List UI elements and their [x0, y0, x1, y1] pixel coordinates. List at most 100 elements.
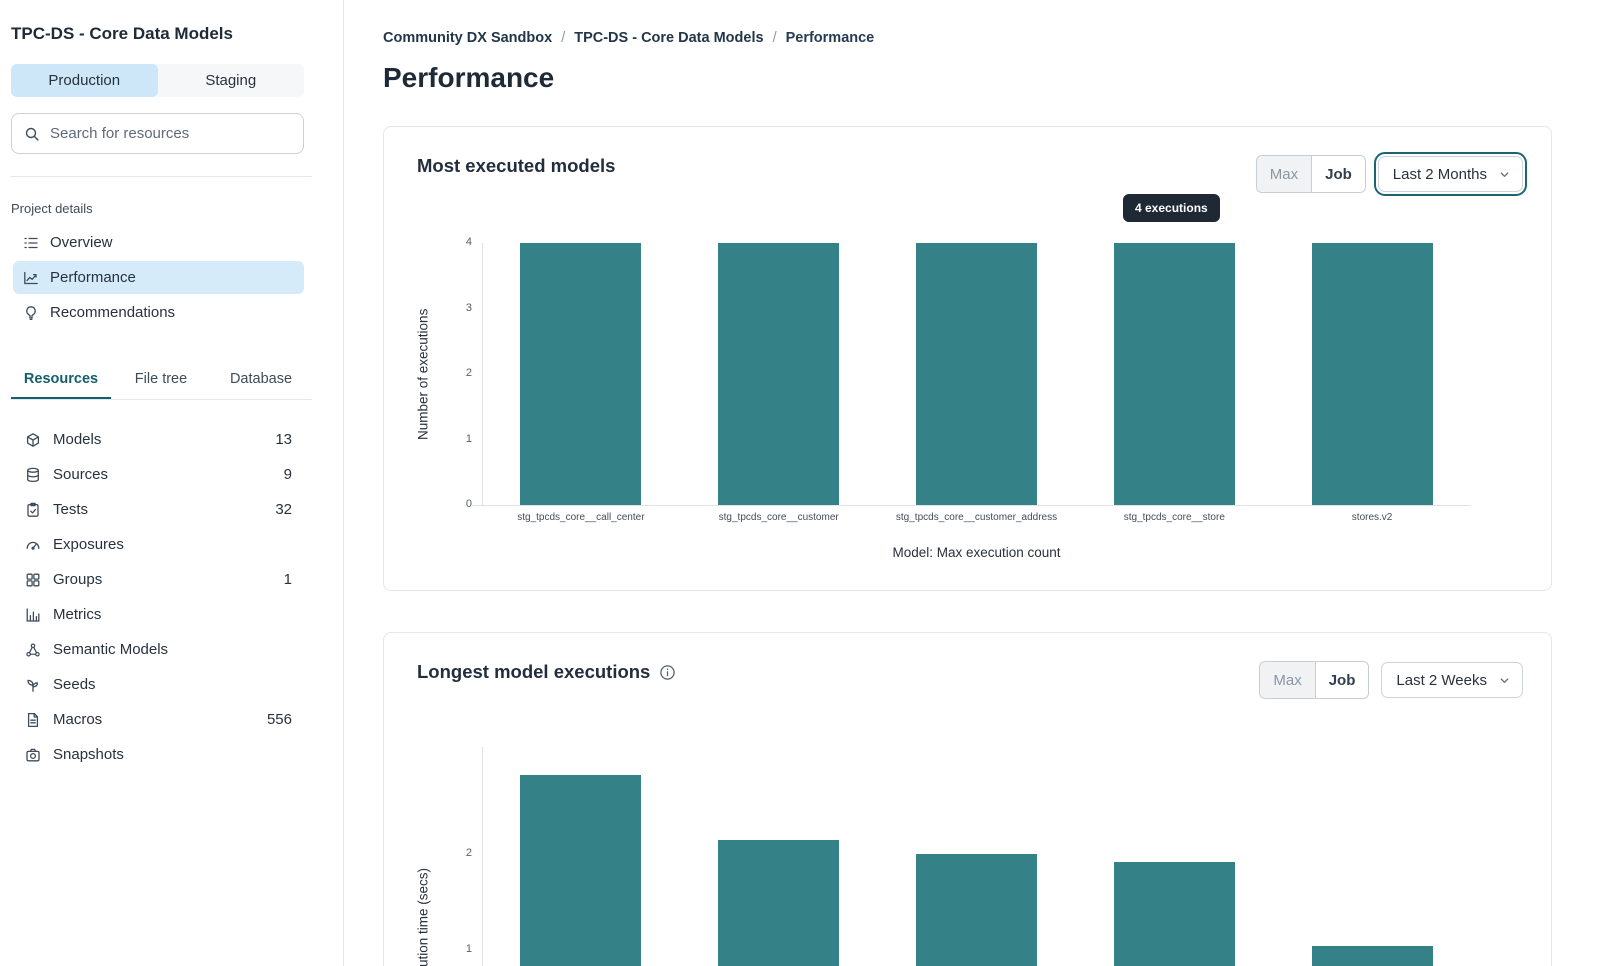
resource-row-metrics[interactable]: Metrics [11, 597, 304, 632]
bar-series-4[interactable] [1311, 945, 1433, 966]
bar-stg_tpcds_core__call_center[interactable] [520, 243, 642, 505]
bar-stores.v2[interactable] [1311, 243, 1433, 505]
bar-stg_tpcds_core__customer_address[interactable] [916, 243, 1037, 505]
chart-tooltip: 4 executions [1123, 194, 1220, 222]
longest-model-executions-card: Longest model executions Max Job Last 2 … [383, 632, 1552, 966]
max-button[interactable]: Max [1260, 662, 1316, 698]
bar-series-2[interactable] [916, 854, 1037, 966]
resource-row-macros[interactable]: Macros 556 [11, 702, 304, 737]
x-axis-line [472, 505, 1471, 506]
time-range-value: Last 2 Weeks [1396, 671, 1487, 689]
resource-label: Metrics [53, 606, 102, 623]
y-tick-label: 1 [465, 432, 472, 445]
sprout-icon [25, 677, 41, 693]
bar-series-0[interactable] [520, 775, 642, 966]
bar-chart-icon [25, 607, 41, 623]
resource-label: Seeds [53, 676, 96, 693]
sidebar-tabs: Resources File tree Database [11, 363, 312, 400]
resource-row-groups[interactable]: Groups 1 [11, 562, 304, 597]
bar-series-3[interactable] [1113, 862, 1235, 966]
page-title: Performance [383, 62, 555, 93]
card-header: Longest model executions Max Job Last 2 … [384, 633, 1551, 699]
breadcrumb: Community DX Sandbox / TPC-DS - Core Dat… [383, 30, 1552, 46]
y-tick-label: 4 [465, 236, 472, 248]
job-button[interactable]: Job [1312, 156, 1365, 192]
max-button[interactable]: Max [1256, 156, 1313, 192]
nav-label: Overview [50, 234, 113, 251]
tab-file-tree[interactable]: File tree [134, 371, 188, 387]
y-axis-line [482, 243, 483, 505]
x-tick-label: stg_tpcds_core__customer_address [895, 512, 1058, 523]
bar-stg_tpcds_core__store[interactable] [1113, 243, 1235, 505]
resource-count: 13 [275, 431, 292, 448]
resource-row-semantic-models[interactable]: Semantic Models [11, 632, 304, 667]
x-tick-label: stg_tpcds_core__customer [718, 512, 839, 523]
card-controls: Max Job Last 2 Weeks [1259, 661, 1523, 699]
time-range-dropdown[interactable]: Last 2 Months [1373, 152, 1528, 196]
clipboard-check-icon [25, 502, 41, 518]
y-tick-label: 2 [465, 847, 472, 860]
graph-nodes-icon [25, 642, 41, 658]
resource-label: Groups [53, 571, 103, 588]
y-axis-label: Execution time (secs) [415, 867, 431, 966]
nav-label: Performance [50, 269, 136, 286]
time-range-dropdown[interactable]: Last 2 Weeks [1381, 662, 1523, 698]
time-range-value: Last 2 Months [1392, 165, 1487, 183]
card-title: Most executed models [417, 155, 616, 176]
resource-row-tests[interactable]: Tests 32 [11, 492, 304, 527]
card-title: Longest model executions [417, 661, 651, 682]
search-input[interactable] [50, 125, 291, 142]
x-axis-title: Model: Max execution count [892, 545, 1061, 560]
sidebar-item-recommendations[interactable]: Recommendations [13, 296, 304, 329]
gauge-icon [25, 537, 41, 553]
project-title: TPC-DS - Core Data Models [11, 24, 233, 43]
resource-row-exposures[interactable]: Exposures [11, 527, 304, 562]
y-tick-label: 0 [465, 498, 472, 510]
database-icon [25, 467, 41, 483]
y-tick-label: 2 [465, 367, 472, 379]
resource-label: Tests [53, 501, 89, 518]
camera-icon [25, 747, 41, 763]
y-tick-label: 1 [465, 942, 472, 955]
info-icon[interactable] [659, 664, 676, 681]
x-tick-label: stg_tpcds_core__store [1123, 512, 1225, 523]
resource-label: Snapshots [53, 746, 124, 763]
tab-resources[interactable]: Resources [11, 363, 111, 399]
trend-chart-icon [23, 270, 39, 286]
resource-row-seeds[interactable]: Seeds [11, 667, 304, 702]
x-tick-label: stg_tpcds_core__call_center [517, 512, 645, 523]
resource-search[interactable] [11, 113, 304, 154]
sidebar-item-overview[interactable]: Overview [13, 226, 304, 259]
main-content: Community DX Sandbox / TPC-DS - Core Dat… [344, 0, 1621, 966]
resource-label: Models [53, 431, 102, 448]
sidebar-item-performance[interactable]: Performance [13, 261, 304, 294]
bar-stg_tpcds_core__customer[interactable] [718, 243, 840, 505]
bar-series-1[interactable] [718, 840, 840, 966]
project-details-label: Project details [11, 201, 93, 216]
resource-count: 1 [283, 571, 292, 588]
breadcrumb-separator: / [772, 30, 777, 46]
grid-icon [25, 572, 41, 588]
resource-row-models[interactable]: Models 13 [11, 422, 304, 457]
breadcrumb-account[interactable]: Community DX Sandbox [383, 30, 553, 46]
resource-row-sources[interactable]: Sources 9 [11, 457, 304, 492]
divider [11, 176, 312, 177]
list-icon [23, 235, 39, 251]
breadcrumb-current: Performance [785, 30, 875, 46]
breadcrumb-separator: / [561, 30, 566, 46]
resource-label: Exposures [53, 536, 124, 553]
resource-label: Semantic Models [53, 641, 169, 658]
most-executed-models-card: Most executed models Max Job Last 2 Mont… [383, 126, 1552, 591]
y-axis-label: Number of executions [415, 308, 431, 440]
tab-database[interactable]: Database [229, 371, 293, 387]
sidebar: TPC-DS - Core Data Models Production Sta… [0, 0, 344, 966]
job-button[interactable]: Job [1315, 662, 1369, 698]
y-axis-line [482, 747, 483, 966]
resource-count: 32 [275, 501, 292, 518]
env-tab-production[interactable]: Production [11, 64, 158, 97]
resource-row-snapshots[interactable]: Snapshots [11, 737, 304, 772]
breadcrumb-project[interactable]: TPC-DS - Core Data Models [574, 30, 764, 46]
chevron-down-icon [1498, 168, 1511, 181]
chevron-down-icon [1498, 674, 1511, 687]
env-tab-staging[interactable]: Staging [205, 72, 257, 89]
